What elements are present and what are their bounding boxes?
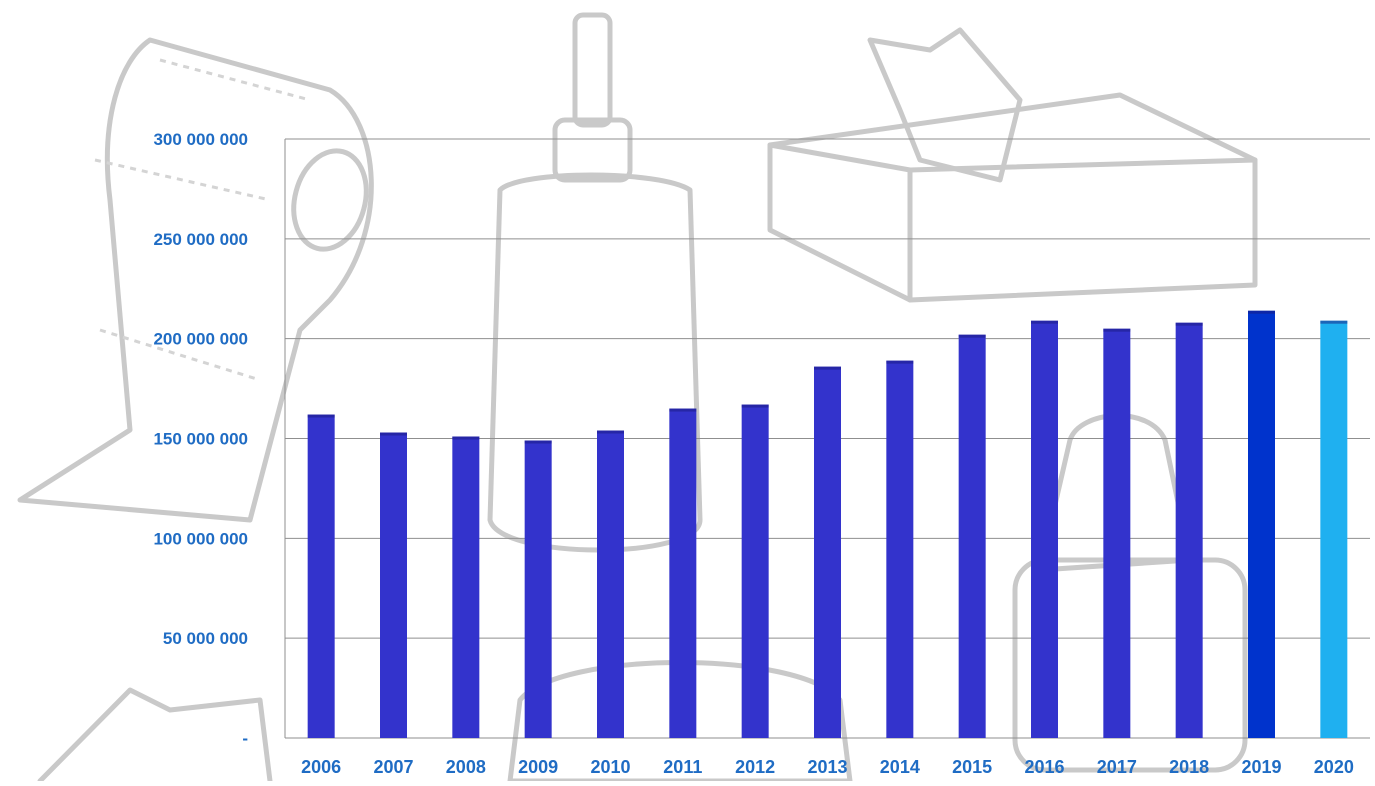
bar-cap-2012	[741, 404, 769, 408]
bar-cap-2016	[1031, 320, 1058, 324]
bar-2014	[886, 360, 914, 738]
bar-cap-2013	[814, 366, 841, 370]
bar-cap-2017	[1103, 328, 1131, 332]
x-tick-label: 2018	[1169, 757, 1209, 777]
x-tick-label: 2013	[807, 757, 847, 777]
bar-2016	[1031, 320, 1058, 738]
bars	[307, 310, 1348, 738]
y-tick-label: 100 000 000	[153, 529, 248, 548]
y-tick-label: 250 000 000	[153, 230, 248, 249]
bar-cap-2009	[524, 440, 552, 444]
x-tick-label: 2012	[735, 757, 775, 777]
x-tick-label: 2006	[301, 757, 341, 777]
y-tick-label: 300 000 000	[153, 130, 248, 149]
x-tick-label: 2008	[446, 757, 486, 777]
x-tick-label: 2016	[1024, 757, 1064, 777]
bar-2017	[1103, 328, 1131, 738]
y-tick-label: 50 000 000	[163, 629, 248, 648]
bar-2008	[452, 436, 480, 738]
x-tick-label: 2009	[518, 757, 558, 777]
bar-cap-2011	[669, 408, 697, 412]
tissue-box-illustration	[767, 27, 1258, 303]
bar-2015	[958, 334, 986, 738]
bar-2020	[1320, 320, 1348, 738]
bar-2012	[741, 404, 769, 738]
bar-cap-2015	[958, 334, 986, 338]
bar-cap-2007	[380, 432, 407, 436]
bar-2006	[307, 414, 335, 738]
x-tick-label: 2020	[1314, 757, 1354, 777]
x-tick-label: 2015	[952, 757, 992, 777]
x-tick-label: 2019	[1241, 757, 1281, 777]
x-tick-label: 2010	[590, 757, 630, 777]
x-axis-tick-labels: 2006 2007 2008 2009 2010 2011 2012 2013 2014 2015…	[301, 757, 1354, 777]
bar-2011	[669, 408, 697, 738]
soap-bottle-illustration	[487, 12, 703, 553]
bar-2010	[597, 430, 624, 738]
x-tick-label: 2017	[1097, 757, 1137, 777]
bar-cap-2006	[307, 414, 335, 418]
x-tick-label: 2007	[373, 757, 413, 777]
bar-2013	[814, 366, 841, 738]
toilet-roll-illustration	[17, 37, 374, 523]
y-tick-label: 200 000 000	[153, 330, 248, 349]
x-tick-label: 2011	[663, 757, 702, 777]
bar-2019	[1248, 310, 1275, 738]
bar-cap-2008	[452, 436, 480, 440]
bar-2007	[380, 432, 407, 738]
bar-cap-2014	[886, 360, 914, 364]
y-tick-label: 150 000 000	[153, 430, 248, 449]
y-axis-tick-labels: - 50 000 000 100 000 000 150 000 000 200 000…	[153, 130, 248, 748]
napkin-illustration	[37, 687, 273, 784]
bar-cap-2010	[597, 430, 624, 434]
bar-2009	[524, 440, 552, 738]
bar-cap-2018	[1175, 322, 1203, 326]
bar-cap-2020	[1320, 320, 1348, 324]
x-tick-label: 2014	[880, 757, 920, 777]
y-tick-label: -	[242, 729, 248, 748]
bar-cap-2019	[1248, 310, 1275, 314]
bar-2018	[1175, 322, 1203, 738]
